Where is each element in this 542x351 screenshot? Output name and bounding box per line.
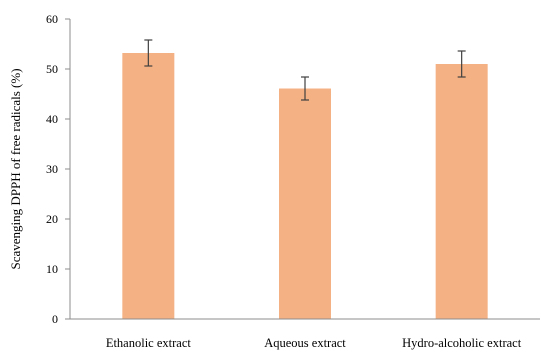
bar [435, 64, 488, 319]
x-axis-labels: Ethanolic extract Aqueous extract Hydro-al… [106, 336, 522, 350]
y-tick-label: 10 [46, 262, 58, 276]
x-category-label: Aqueous extract [264, 336, 346, 350]
x-category-label: Hydro-alcoholic extract [402, 336, 522, 350]
bars [122, 53, 488, 319]
x-category-label: Ethanolic extract [106, 336, 192, 350]
y-tick-label: 50 [46, 62, 58, 76]
y-axis-ticks: 0 10 20 30 40 50 60 [46, 12, 70, 326]
error-bar [457, 50, 466, 78]
y-tick-label: 40 [46, 112, 58, 126]
y-tick-label: 60 [46, 12, 58, 26]
y-tick-label: 0 [52, 312, 58, 326]
y-tick-label: 30 [46, 162, 58, 176]
error-bars [144, 39, 466, 101]
y-axis-title: Scavenging DPPH of free radicals (%) [8, 68, 23, 269]
bar [122, 53, 175, 319]
y-tick-label: 20 [46, 212, 58, 226]
error-bar [144, 39, 153, 67]
error-bar [301, 76, 309, 101]
bar [279, 88, 331, 319]
